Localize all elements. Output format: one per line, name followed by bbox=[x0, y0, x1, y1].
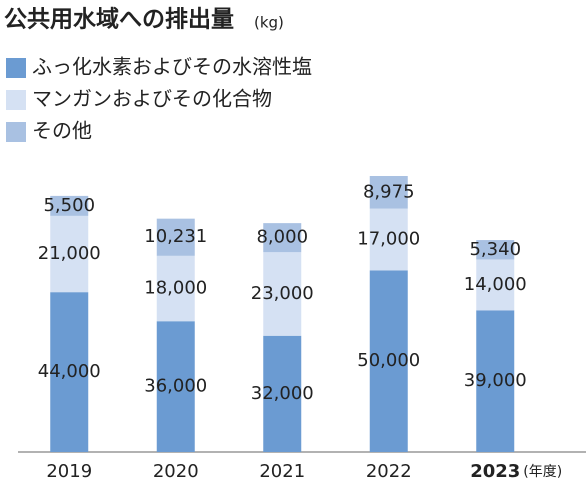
bar-segment bbox=[263, 335, 302, 452]
value-label: 18,000 bbox=[144, 278, 207, 299]
value-label: 5,340 bbox=[469, 239, 521, 260]
legend-swatch bbox=[6, 58, 26, 78]
x-axis-label: (年度) bbox=[523, 464, 562, 480]
value-label: 36,000 bbox=[144, 376, 207, 397]
x-tick-label: 2020 bbox=[153, 461, 199, 482]
bar-segment bbox=[476, 240, 515, 260]
bar-segment bbox=[263, 223, 302, 253]
bar-segment bbox=[156, 218, 195, 256]
bar-segment bbox=[369, 270, 408, 452]
bar-segment bbox=[50, 195, 89, 216]
value-label: 8,000 bbox=[256, 227, 308, 248]
bar-segment bbox=[50, 292, 89, 452]
bar-segment bbox=[50, 215, 89, 293]
bar-segment bbox=[476, 259, 515, 311]
bar-segment bbox=[156, 321, 195, 452]
legend-label: マンガンおよびその化合物 bbox=[32, 87, 272, 111]
value-label: 39,000 bbox=[464, 370, 527, 391]
x-tick-label: 2022 bbox=[366, 461, 412, 482]
chart-title: 公共用水域への排出量 bbox=[4, 6, 234, 33]
value-label: 32,000 bbox=[251, 383, 314, 404]
legend-label: ふっ化水素およびその水溶性塩 bbox=[32, 55, 312, 79]
unit-label: (kg) bbox=[254, 14, 284, 32]
legend-swatch bbox=[6, 90, 26, 110]
bar-segment bbox=[369, 176, 408, 209]
value-label: 50,000 bbox=[357, 350, 420, 371]
value-label: 23,000 bbox=[251, 283, 314, 304]
value-label: 8,975 bbox=[363, 181, 415, 202]
value-label: 10,231 bbox=[144, 226, 207, 247]
legend-swatch bbox=[6, 122, 26, 142]
legend-label: その他 bbox=[32, 119, 92, 143]
x-tick-label: 2019 bbox=[46, 461, 92, 482]
value-label: 44,000 bbox=[38, 361, 101, 382]
x-tick-label: 2023 bbox=[470, 461, 520, 482]
bar-segment bbox=[369, 208, 408, 271]
value-label: 17,000 bbox=[357, 228, 420, 249]
bar-segment bbox=[476, 310, 515, 452]
x-tick-label: 2021 bbox=[259, 461, 305, 482]
bar-segment bbox=[263, 252, 302, 336]
value-label: 14,000 bbox=[464, 274, 527, 295]
value-label: 5,500 bbox=[43, 195, 95, 216]
value-label: 21,000 bbox=[38, 243, 101, 264]
bar-segment bbox=[156, 255, 195, 322]
